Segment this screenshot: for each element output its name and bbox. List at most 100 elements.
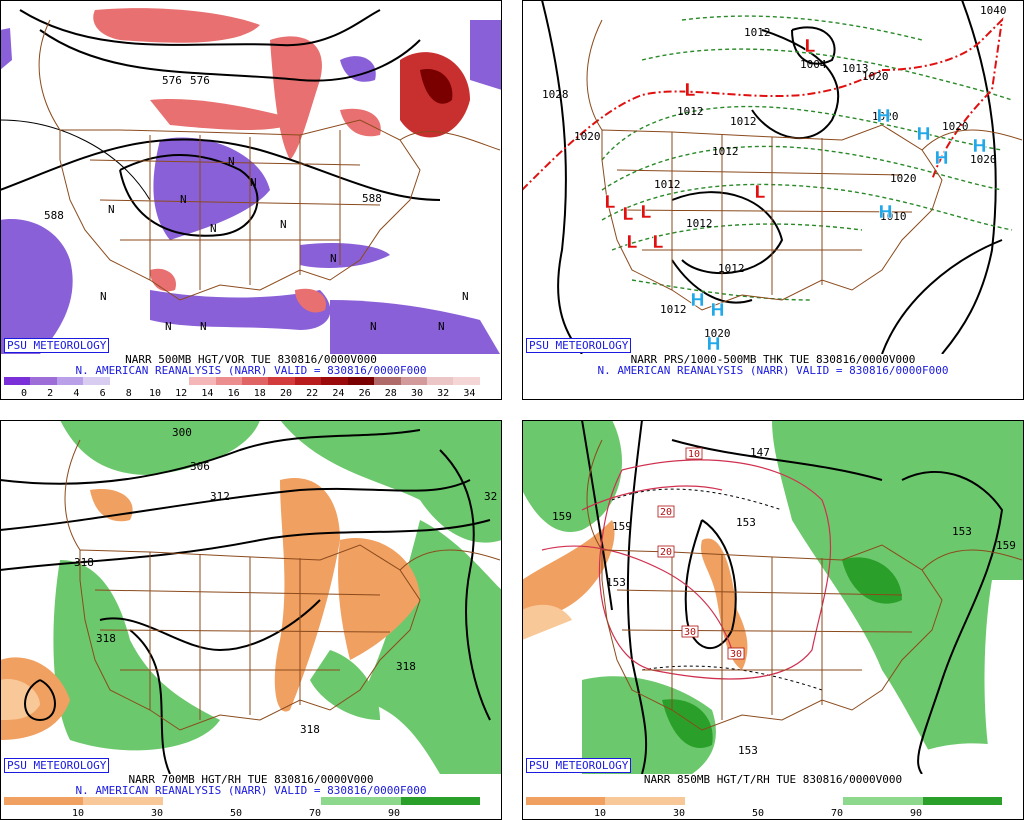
height-label: 312 <box>210 490 230 503</box>
colorbar-tick-label: 50 <box>751 808 765 819</box>
colorbar-tick-label: 10 <box>148 388 162 399</box>
pressure-label: 1020 <box>574 130 601 143</box>
psu-meteorology-label: PSU METEOROLOGY <box>4 338 110 353</box>
colorbar-swatch <box>843 797 923 805</box>
caption-valid: N. AMERICAN REANALYSIS (NARR) VALID = 83… <box>597 364 949 377</box>
colorbar-tick-label: 70 <box>308 808 322 819</box>
height-label: 153 <box>606 576 626 589</box>
pressure-label: 1020 <box>872 110 899 123</box>
colorbar-swatch <box>268 377 295 385</box>
caption-valid: N. AMERICAN REANALYSIS (NARR) VALID = 83… <box>75 784 427 797</box>
colorbar-tick-label: 16 <box>227 388 240 399</box>
colorbar-tick-label: 2 <box>47 388 54 399</box>
colorbar-swatch <box>162 377 190 385</box>
colorbar-swatch <box>427 377 454 385</box>
temp-label: 30 <box>730 649 742 660</box>
colorbar-swatch <box>241 377 269 385</box>
colorbar-swatch <box>136 377 163 385</box>
pressure-label: 1028 <box>542 88 569 101</box>
colorbar-tick-label: 70 <box>830 808 844 819</box>
panel-850mb-height-temp-rh: 159 153 153 153 159 147 153 159 10 20 20… <box>522 420 1024 820</box>
pressure-label: 1013 <box>842 62 869 75</box>
pressure-label: 1010 <box>880 210 907 223</box>
colorbar-tick-label: 20 <box>279 388 293 399</box>
height-label: 159 <box>612 520 632 533</box>
height-label: 318 <box>396 660 416 673</box>
colorbar-tick-label: 26 <box>358 388 371 399</box>
pressure-label: 1012 <box>744 26 771 39</box>
pressure-label: 1020 <box>890 172 917 185</box>
high-pressure-marker: H <box>972 136 987 157</box>
pressure-label: 1020 <box>862 70 889 83</box>
height-label: 318 <box>300 723 320 736</box>
colorbar-swatch <box>83 797 163 805</box>
vort-label: N <box>250 176 257 189</box>
pressure-label: 1012 <box>677 105 704 118</box>
height-label: 306 <box>190 460 210 473</box>
pressure-label: 1012 <box>718 262 745 275</box>
low-pressure-marker: L <box>640 202 651 223</box>
vort-label: N <box>180 193 187 206</box>
colorbar-swatch <box>294 377 322 385</box>
colorbar-swatch <box>321 377 348 385</box>
colorbar-swatch <box>374 377 401 385</box>
pressure-label: 1020 <box>942 120 969 133</box>
colorbar-tick-label: 28 <box>384 388 397 399</box>
colorbar-tick-label: 8 <box>125 388 132 399</box>
colorbar-tick-label: 22 <box>306 388 319 399</box>
colorbar-rh <box>526 797 1002 805</box>
colorbar-tick-label: 90 <box>909 808 923 819</box>
height-label: 588 <box>44 209 64 222</box>
colorbar-swatch <box>4 797 84 805</box>
colorbar-swatch <box>400 377 427 385</box>
low-pressure-marker: L <box>652 232 663 253</box>
psu-meteorology-label: PSU METEOROLOGY <box>526 338 632 353</box>
map-500mb: 576 576 588 588 N N N N N N N N N N N N … <box>0 0 502 354</box>
temp-label: 10 <box>688 449 700 460</box>
colorbar-swatch <box>605 797 685 805</box>
vort-label: N <box>108 203 115 216</box>
colorbar-vorticity <box>4 377 480 385</box>
height-label: 153 <box>952 525 972 538</box>
colorbar-tick-label: 30 <box>150 808 164 819</box>
low-pressure-marker: L <box>754 182 765 203</box>
high-pressure-marker: H <box>878 202 893 223</box>
colorbar-tick-label: 18 <box>253 388 266 399</box>
map-850mb: 159 153 153 153 159 147 153 159 10 20 20… <box>522 420 1024 774</box>
vort-label: N <box>165 320 172 333</box>
temp-label: 20 <box>660 547 672 558</box>
pressure-label: 1020 <box>970 153 997 166</box>
vort-label: N <box>200 320 207 333</box>
height-label: 576 <box>190 74 210 87</box>
caption-valid: N. AMERICAN REANALYSIS (NARR) VALID = 83… <box>75 364 427 377</box>
high-pressure-marker: H <box>934 148 949 169</box>
map-pressure: 1012 1004 1013 1028 1012 1012 1020 1020 … <box>522 0 1024 354</box>
colorbar-tick-label: 12 <box>175 388 188 399</box>
colorbar-swatch <box>526 797 606 805</box>
low-pressure-marker: L <box>604 192 615 213</box>
caption-product: NARR PRS/1000-500MB THK TUE 830816/0000V… <box>630 353 916 366</box>
high-pressure-marker: H <box>690 290 705 311</box>
colorbar-tick-label: 14 <box>201 388 214 399</box>
panel-700mb-height-rh: 300 306 312 318 318 318 318 32 PSU METEO… <box>0 420 502 820</box>
low-pressure-marker: L <box>622 204 633 225</box>
high-pressure-marker: H <box>876 106 891 127</box>
colorbar-swatch <box>453 377 480 385</box>
pressure-label: 1012 <box>660 303 687 316</box>
psu-meteorology-label: PSU METEOROLOGY <box>526 758 632 773</box>
colorbar-swatch <box>56 377 84 385</box>
colorbar-swatch <box>189 377 216 385</box>
colorbar-tick-label: 30 <box>410 388 424 399</box>
colorbar-rh <box>4 797 480 805</box>
low-pressure-marker: L <box>804 36 815 57</box>
vort-label: N <box>280 218 287 231</box>
pressure-label: 1012 <box>654 178 681 191</box>
colorbar-tick-label: 30 <box>672 808 686 819</box>
high-pressure-marker: H <box>916 124 931 145</box>
colorbar-swatch <box>347 377 375 385</box>
vort-label: N <box>438 320 445 333</box>
vort-label: N <box>370 320 377 333</box>
caption-product: NARR 700MB HGT/RH TUE 830816/0000V000 <box>128 773 374 786</box>
height-label: 159 <box>996 539 1016 552</box>
colorbar-tick-label: 50 <box>229 808 243 819</box>
